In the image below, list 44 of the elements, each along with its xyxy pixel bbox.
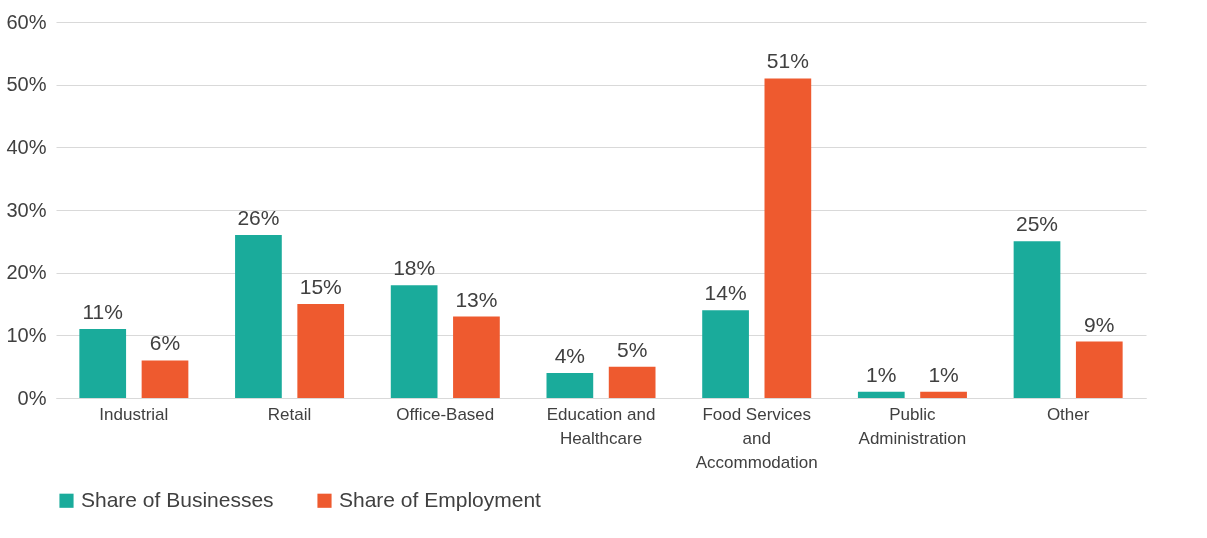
text: 1%	[928, 362, 959, 386]
y-tick-label: 60%	[6, 10, 47, 33]
bar	[1075, 341, 1123, 398]
bar	[920, 391, 967, 398]
bar	[390, 285, 438, 398]
bar	[235, 235, 282, 398]
x-tick-label: Other	[1046, 404, 1090, 424]
text: 9%	[1084, 312, 1115, 336]
text: 51%	[766, 49, 809, 73]
bar	[297, 304, 345, 398]
text: 6%	[149, 331, 181, 355]
x-tick-label: Education and Healthcare	[546, 404, 656, 448]
bar	[702, 310, 749, 398]
bar	[857, 391, 905, 398]
bar	[79, 329, 127, 398]
bar	[453, 316, 500, 398]
legend-label: Share of Employment	[339, 487, 542, 511]
text: 11%	[82, 300, 123, 324]
legend-label: Share of Businesses	[81, 487, 274, 511]
x-tick-label: Industrial	[99, 404, 169, 424]
x-tick-label: Food Services and Accommodation	[695, 404, 818, 472]
y-tick-label: 50%	[6, 73, 47, 96]
bar	[546, 372, 594, 398]
text: 25%	[1015, 212, 1059, 236]
y-tick-label: 10%	[6, 323, 47, 346]
text: 4%	[554, 343, 586, 367]
text: 14%	[704, 281, 747, 305]
y-tick-label: 30%	[6, 198, 47, 221]
y-tick-label: 20%	[6, 261, 47, 284]
bar	[141, 360, 189, 398]
text: 13%	[455, 287, 498, 311]
x-tick-label: Office-Based	[396, 404, 495, 424]
text: 5%	[616, 337, 648, 361]
y-tick-label: 40%	[6, 135, 47, 158]
x-tick-label: Retail	[267, 404, 312, 424]
bar	[608, 366, 656, 398]
bar	[1013, 241, 1061, 398]
text: 1%	[866, 362, 897, 386]
text: 26%	[237, 206, 280, 230]
y-tick-label: 0%	[17, 386, 47, 409]
bar	[764, 78, 812, 398]
text: 18%	[393, 256, 436, 280]
x-tick-label: Public Administration	[858, 404, 967, 448]
text: 15%	[299, 275, 342, 298]
